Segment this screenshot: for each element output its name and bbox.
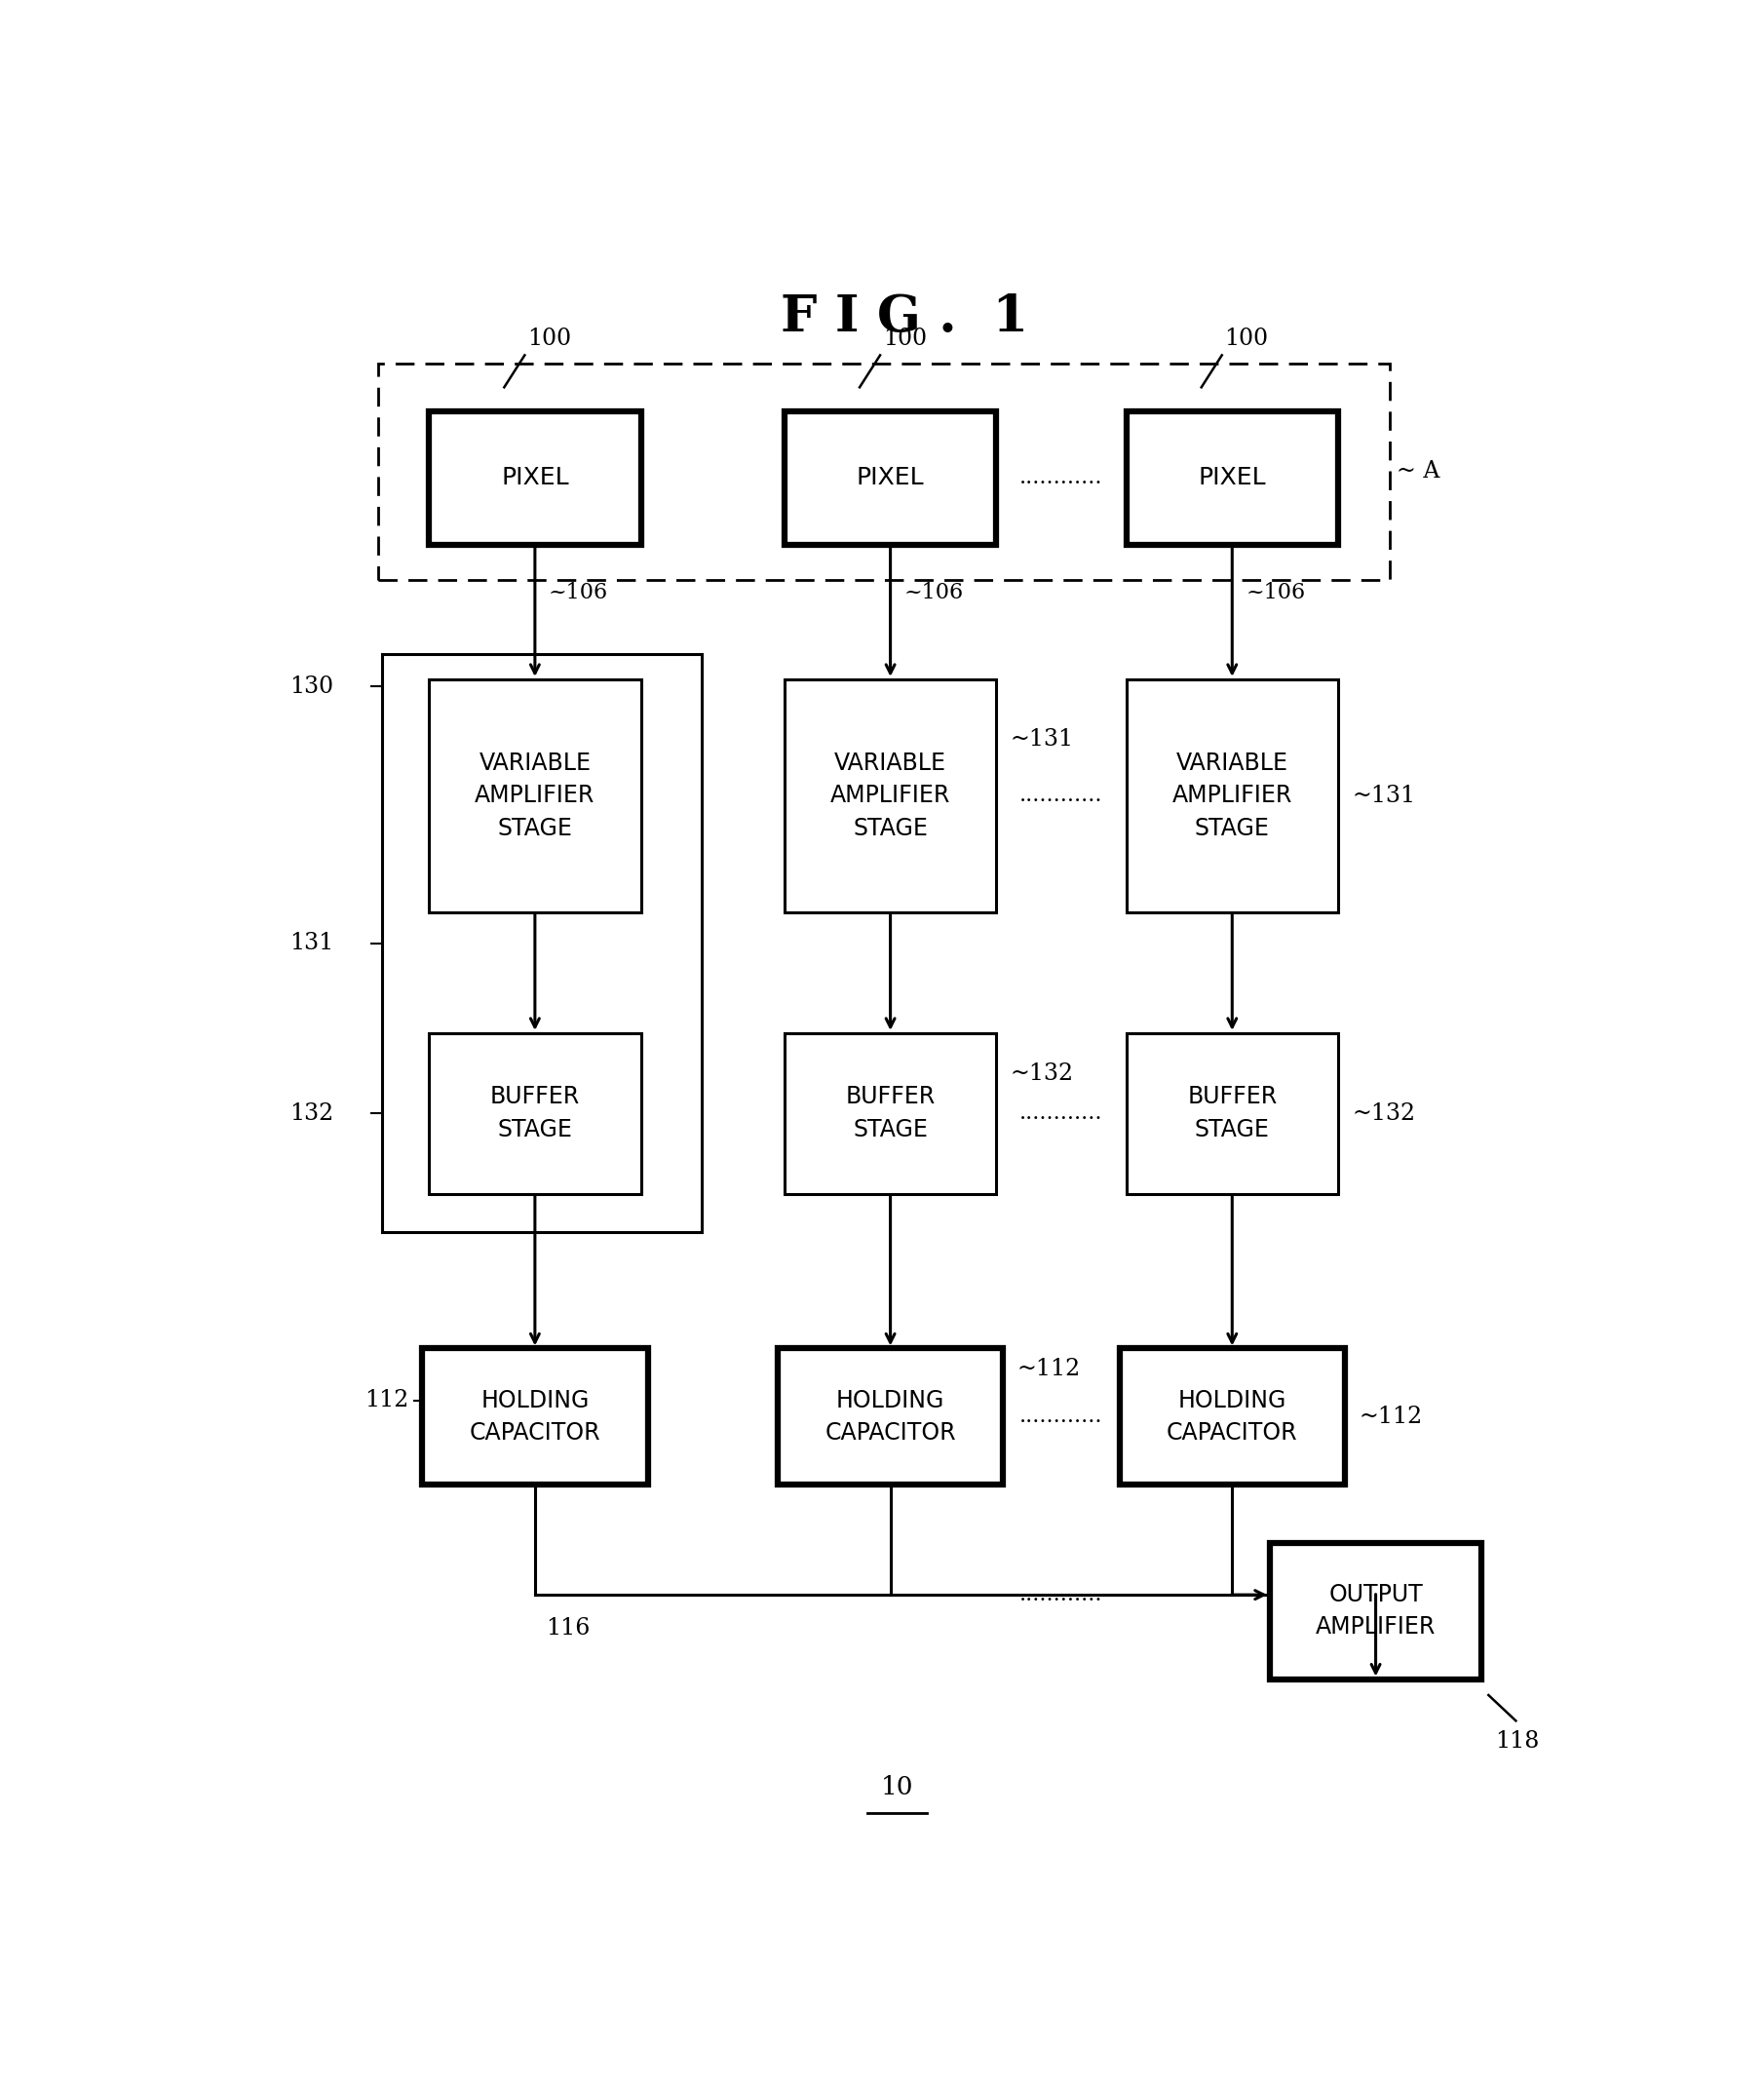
Text: ............: ............ — [1020, 1407, 1102, 1428]
Bar — [1120, 1348, 1344, 1486]
Text: ~132: ~132 — [1011, 1063, 1074, 1084]
Bar — [1270, 1542, 1482, 1680]
Text: 100: 100 — [882, 327, 926, 350]
Text: 112: 112 — [363, 1390, 409, 1411]
Text: ~ A: ~ A — [1397, 461, 1439, 483]
Text: HOLDING
CAPACITOR: HOLDING CAPACITOR — [1166, 1388, 1298, 1444]
Bar — [785, 411, 997, 544]
Bar — [429, 1034, 640, 1194]
Text: ............: ............ — [1020, 1584, 1102, 1605]
Bar — [377, 363, 1390, 579]
Bar — [1125, 411, 1339, 544]
Text: BUFFER
STAGE: BUFFER STAGE — [845, 1086, 935, 1142]
Text: ............: ............ — [1020, 1102, 1102, 1123]
Text: 100: 100 — [527, 327, 572, 350]
Bar — [1125, 679, 1339, 913]
Bar — [429, 411, 640, 544]
Text: ~131: ~131 — [1351, 784, 1415, 807]
Text: 100: 100 — [1224, 327, 1268, 350]
Text: ~132: ~132 — [1351, 1102, 1415, 1125]
Bar — [422, 1348, 647, 1486]
Bar — [429, 679, 640, 913]
Text: ~106: ~106 — [549, 581, 609, 604]
Text: PIXEL: PIXEL — [501, 467, 568, 490]
Text: F I G .  1: F I G . 1 — [780, 292, 1028, 342]
Text: HOLDING
CAPACITOR: HOLDING CAPACITOR — [826, 1388, 956, 1444]
Text: HOLDING
CAPACITOR: HOLDING CAPACITOR — [469, 1388, 600, 1444]
Text: PIXEL: PIXEL — [857, 467, 924, 490]
Text: 131: 131 — [289, 932, 333, 954]
Text: VARIABLE
AMPLIFIER
STAGE: VARIABLE AMPLIFIER STAGE — [1171, 752, 1293, 840]
Text: ~112: ~112 — [1016, 1357, 1080, 1380]
Text: VARIABLE
AMPLIFIER
STAGE: VARIABLE AMPLIFIER STAGE — [475, 752, 594, 840]
Text: 130: 130 — [289, 675, 333, 698]
Bar — [785, 1034, 997, 1194]
Bar — [1125, 1034, 1339, 1194]
Text: OUTPUT
AMPLIFIER: OUTPUT AMPLIFIER — [1316, 1584, 1436, 1638]
Text: 116: 116 — [545, 1617, 591, 1640]
Text: 118: 118 — [1496, 1730, 1540, 1753]
Text: ~112: ~112 — [1358, 1405, 1422, 1428]
Text: BUFFER
STAGE: BUFFER STAGE — [490, 1086, 580, 1142]
Text: 10: 10 — [880, 1776, 914, 1801]
Text: ~106: ~106 — [1245, 581, 1305, 604]
Text: ~131: ~131 — [1011, 727, 1074, 750]
Text: VARIABLE
AMPLIFIER
STAGE: VARIABLE AMPLIFIER STAGE — [831, 752, 951, 840]
Text: BUFFER
STAGE: BUFFER STAGE — [1187, 1086, 1277, 1142]
Text: ............: ............ — [1020, 786, 1102, 807]
Text: PIXEL: PIXEL — [1198, 467, 1267, 490]
Bar — [381, 654, 702, 1232]
Text: ~106: ~106 — [903, 581, 963, 604]
Bar — [778, 1348, 1004, 1486]
Text: 132: 132 — [289, 1102, 333, 1125]
Bar — [785, 679, 997, 913]
Text: ............: ............ — [1020, 467, 1102, 488]
